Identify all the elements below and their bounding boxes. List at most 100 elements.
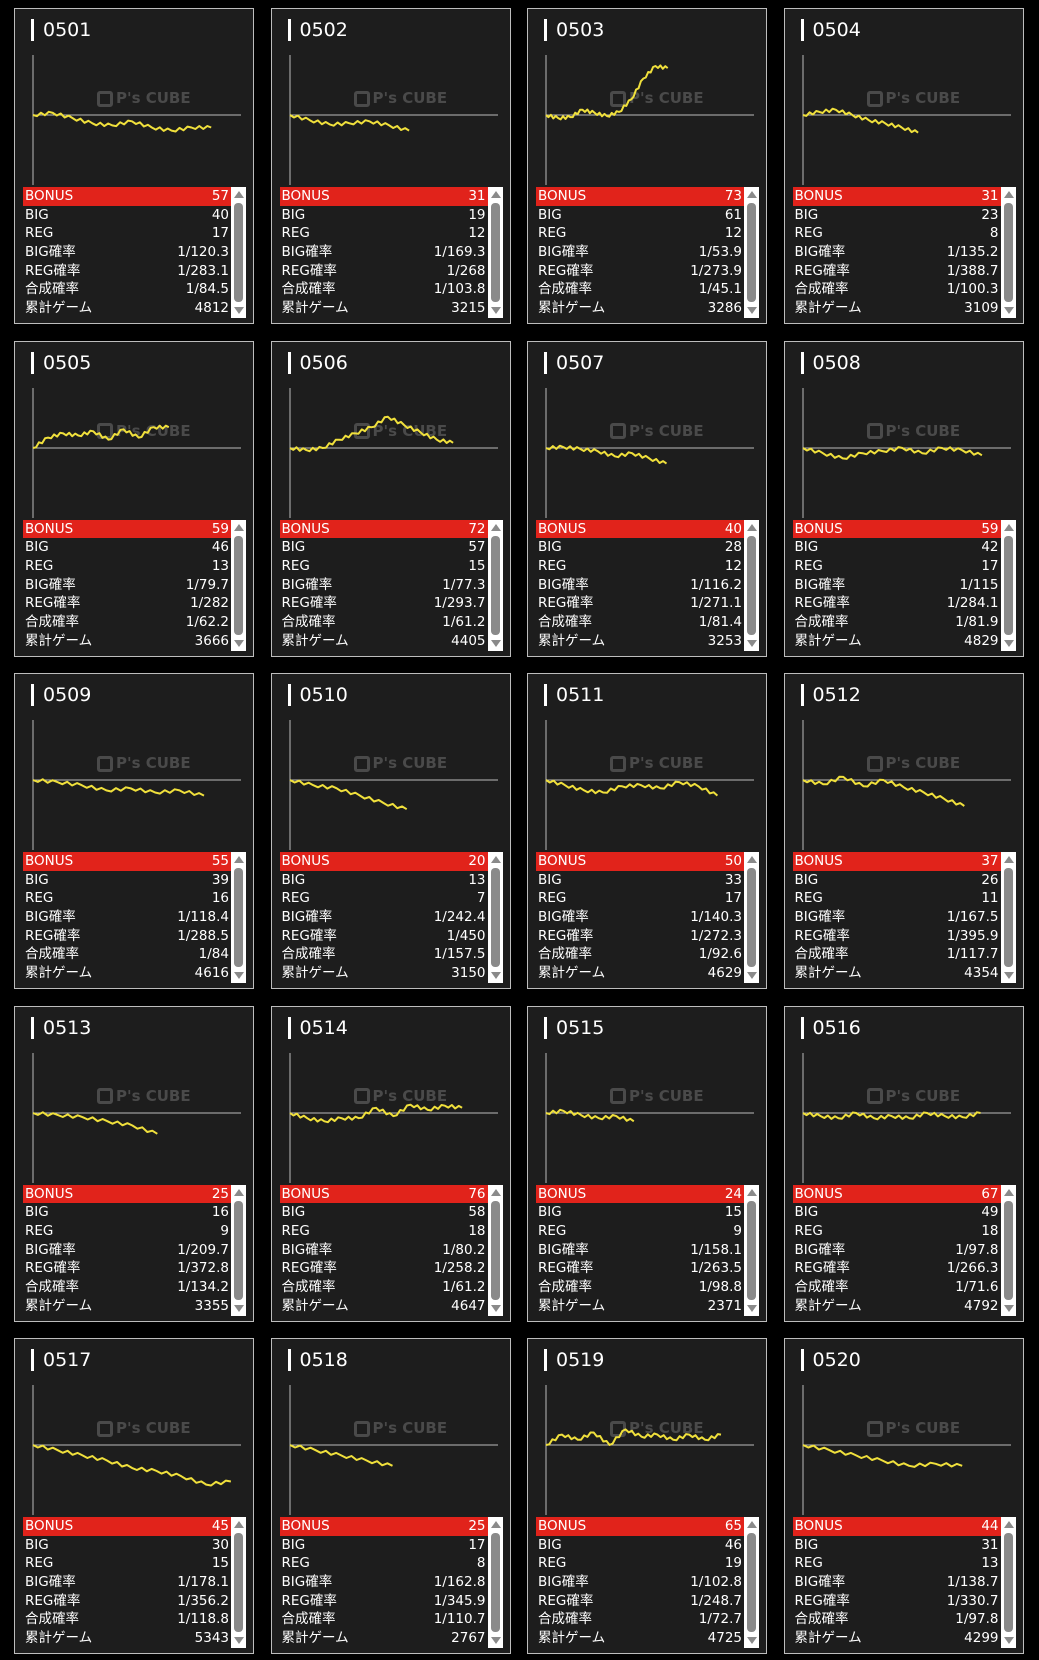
scrollbar[interactable] xyxy=(744,852,759,983)
scroll-thumb[interactable] xyxy=(234,1533,243,1632)
machine-card[interactable]: 0514 P's CUBE BONUS 76 BIG 58 REG 18 BIG確率 1/80… xyxy=(270,1005,511,1322)
machine-card[interactable]: 0501 P's CUBE BONUS 57 BIG 40 REG 17 BIG確率 1/12… xyxy=(14,8,254,324)
scroll-thumb[interactable] xyxy=(234,868,243,967)
scroll-down-icon[interactable] xyxy=(747,307,757,314)
machine-card[interactable]: 0518 P's CUBE BONUS 25 BIG 17 REG 8 BIG確率 1/162… xyxy=(270,1338,511,1654)
scroll-thumb[interactable] xyxy=(1003,1200,1013,1300)
scrollbar[interactable] xyxy=(487,519,503,651)
scroll-up-icon[interactable] xyxy=(490,1521,501,1528)
scroll-down-icon[interactable] xyxy=(747,1637,757,1644)
scrollbar[interactable] xyxy=(744,1184,759,1316)
scroll-thumb[interactable] xyxy=(747,535,756,635)
machine-card[interactable]: 0506 P's CUBE BONUS 72 BIG 57 REG 15 BIG確率 1/77… xyxy=(270,340,511,657)
scroll-down-icon[interactable] xyxy=(490,972,501,979)
scroll-up-icon[interactable] xyxy=(1003,1521,1014,1528)
scroll-thumb[interactable] xyxy=(747,1533,756,1632)
machine-card[interactable]: 0503 P's CUBE BONUS 73 BIG 61 REG 12 BIG確率 1/53… xyxy=(527,8,767,324)
machine-card[interactable]: 0507 P's CUBE BONUS 40 BIG 28 REG 12 BIG確率 1/11… xyxy=(527,340,767,657)
machine-card[interactable]: 0509 P's CUBE BONUS 55 BIG 39 REG 16 BIG確率 1/11… xyxy=(14,673,254,989)
scrollbar[interactable] xyxy=(231,1517,246,1648)
scroll-down-icon[interactable] xyxy=(234,639,244,647)
scroll-down-icon[interactable] xyxy=(234,307,244,314)
scroll-thumb[interactable] xyxy=(490,1200,500,1300)
scrollbar[interactable] xyxy=(1000,1517,1016,1648)
scroll-thumb[interactable] xyxy=(747,868,756,967)
machine-card[interactable]: 0512 P's CUBE BONUS 37 BIG 26 REG 11 BIG確率 1/16… xyxy=(783,673,1024,989)
scrollbar[interactable] xyxy=(1000,187,1016,318)
scrollbar[interactable] xyxy=(487,852,503,983)
scroll-down-icon[interactable] xyxy=(1003,1637,1014,1644)
machine-card[interactable]: 0519 P's CUBE BONUS 65 BIG 46 REG 19 BIG確率 1/10… xyxy=(527,1338,767,1654)
scroll-up-icon[interactable] xyxy=(234,191,244,198)
scroll-thumb[interactable] xyxy=(747,1200,756,1300)
scrollbar[interactable] xyxy=(231,852,246,983)
machine-card[interactable]: 0504 P's CUBE BONUS 31 BIG 23 REG 8 BIG確率 1/135… xyxy=(783,8,1024,324)
scroll-up-icon[interactable] xyxy=(1003,191,1014,198)
scroll-down-icon[interactable] xyxy=(490,307,501,314)
scroll-down-icon[interactable] xyxy=(490,1304,501,1312)
scrollbar[interactable] xyxy=(1000,1184,1016,1316)
scroll-down-icon[interactable] xyxy=(234,972,244,979)
scroll-thumb[interactable] xyxy=(1003,535,1013,635)
scroll-up-icon[interactable] xyxy=(747,1521,757,1528)
scroll-up-icon[interactable] xyxy=(1003,856,1014,863)
scrollbar[interactable] xyxy=(231,519,246,651)
scroll-down-icon[interactable] xyxy=(490,1637,501,1644)
scroll-thumb[interactable] xyxy=(1003,203,1013,302)
scroll-up-icon[interactable] xyxy=(490,1188,501,1196)
scroll-down-icon[interactable] xyxy=(490,639,501,647)
scroll-up-icon[interactable] xyxy=(1003,523,1014,531)
scroll-down-icon[interactable] xyxy=(747,639,757,647)
machine-card[interactable]: 0516 P's CUBE BONUS 67 BIG 49 REG 18 BIG確率 1/97… xyxy=(783,1005,1024,1322)
scrollbar[interactable] xyxy=(744,519,759,651)
scroll-thumb[interactable] xyxy=(234,535,243,635)
scroll-thumb[interactable] xyxy=(234,203,243,302)
machine-card[interactable]: 0502 P's CUBE BONUS 31 BIG 19 REG 12 BIG確率 1/16… xyxy=(270,8,511,324)
scrollbar[interactable] xyxy=(487,1517,503,1648)
scroll-up-icon[interactable] xyxy=(490,523,501,531)
scroll-thumb[interactable] xyxy=(1003,868,1013,967)
scroll-down-icon[interactable] xyxy=(747,1304,757,1312)
machine-card[interactable]: 0510 P's CUBE BONUS 20 BIG 13 REG 7 BIG確率 1/242… xyxy=(270,673,511,989)
machine-card[interactable]: 0520 P's CUBE BONUS 44 BIG 31 REG 13 BIG確率 1/13… xyxy=(783,1338,1024,1654)
scroll-up-icon[interactable] xyxy=(234,1521,244,1528)
scroll-thumb[interactable] xyxy=(747,203,756,302)
scrollbar[interactable] xyxy=(1000,519,1016,651)
scroll-down-icon[interactable] xyxy=(234,1304,244,1312)
scroll-up-icon[interactable] xyxy=(747,856,757,863)
scroll-down-icon[interactable] xyxy=(747,972,757,979)
scroll-up-icon[interactable] xyxy=(747,1188,757,1196)
scroll-up-icon[interactable] xyxy=(747,191,757,198)
machine-card[interactable]: 0508 P's CUBE BONUS 59 BIG 42 REG 17 BIG確率 1/11… xyxy=(783,340,1024,657)
scroll-down-icon[interactable] xyxy=(1003,972,1014,979)
machine-card[interactable]: 0513 P's CUBE BONUS 25 BIG 16 REG 9 BIG確率 1/209… xyxy=(14,1005,254,1322)
scroll-thumb[interactable] xyxy=(234,1200,243,1300)
scrollbar[interactable] xyxy=(487,1184,503,1316)
scroll-up-icon[interactable] xyxy=(1003,1188,1014,1196)
scroll-up-icon[interactable] xyxy=(490,856,501,863)
machine-card[interactable]: 0515 P's CUBE BONUS 24 BIG 15 REG 9 BIG確率 1/158… xyxy=(527,1005,767,1322)
scrollbar[interactable] xyxy=(1000,852,1016,983)
scrollbar[interactable] xyxy=(231,1184,246,1316)
scroll-up-icon[interactable] xyxy=(234,523,244,531)
scroll-thumb[interactable] xyxy=(1003,1533,1013,1632)
scroll-thumb[interactable] xyxy=(490,535,500,635)
scroll-down-icon[interactable] xyxy=(1003,639,1014,647)
scroll-thumb[interactable] xyxy=(490,868,500,967)
scroll-thumb[interactable] xyxy=(490,203,500,302)
scroll-down-icon[interactable] xyxy=(234,1637,244,1644)
scroll-up-icon[interactable] xyxy=(234,856,244,863)
scrollbar[interactable] xyxy=(744,1517,759,1648)
scrollbar[interactable] xyxy=(744,187,759,318)
scroll-up-icon[interactable] xyxy=(490,191,501,198)
scrollbar[interactable] xyxy=(231,187,246,318)
scroll-thumb[interactable] xyxy=(490,1533,500,1632)
machine-card[interactable]: 0517 P's CUBE BONUS 45 BIG 30 REG 15 BIG確率 1/17… xyxy=(14,1338,254,1654)
scroll-down-icon[interactable] xyxy=(1003,307,1014,314)
scroll-down-icon[interactable] xyxy=(1003,1304,1014,1312)
scroll-up-icon[interactable] xyxy=(747,523,757,531)
machine-card[interactable]: 0511 P's CUBE BONUS 50 BIG 33 REG 17 BIG確率 1/14… xyxy=(527,673,767,989)
machine-card[interactable]: 0505 P's CUBE BONUS 59 BIG 46 REG 13 BIG確率 1/79… xyxy=(14,340,254,657)
scrollbar[interactable] xyxy=(487,187,503,318)
scroll-up-icon[interactable] xyxy=(234,1188,244,1196)
